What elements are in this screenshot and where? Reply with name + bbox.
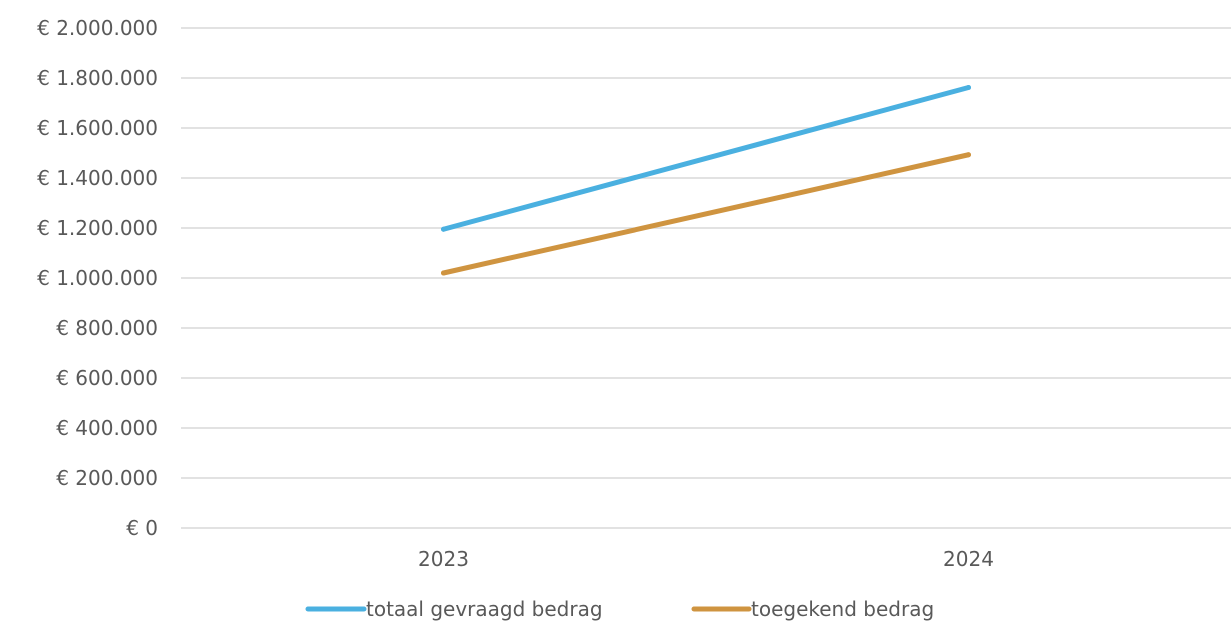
y-tick-label: € 1.200.000 [37,216,158,240]
y-tick-label: € 800.000 [56,316,158,340]
data-point [966,152,971,158]
y-tick-label: € 0 [126,516,158,540]
y-tick-label: € 1.600.000 [37,116,158,140]
series-lines [441,85,971,276]
data-point [441,270,446,276]
x-tick-label: 2023 [418,547,469,571]
x-tick-label: 2024 [943,547,994,571]
y-tick-label: € 1.800.000 [37,66,158,90]
legend: totaal gevraagd bedrag toegekend bedrag [305,597,934,621]
x-axis-tick-labels: 2023 2024 [418,547,994,571]
data-point [966,85,971,90]
y-tick-label: € 400.000 [56,416,158,440]
legend-label: totaal gevraagd bedrag [366,597,603,621]
y-tick-label: € 600.000 [56,366,158,390]
y-tick-label: € 2.000.000 [37,16,158,40]
series-line [441,85,971,232]
y-axis-tick-labels: € 0 € 200.000 € 400.000 € 600.000 € 800.000 €… [37,16,158,540]
y-tick-label: € 1.000.000 [37,266,158,290]
y-tick-label: € 1.400.000 [37,166,158,190]
y-tick-label: € 200.000 [56,466,158,490]
gridlines [181,27,1231,529]
data-point [441,226,446,232]
legend-label: toegekend bedrag [751,597,934,621]
series-line [441,152,971,276]
